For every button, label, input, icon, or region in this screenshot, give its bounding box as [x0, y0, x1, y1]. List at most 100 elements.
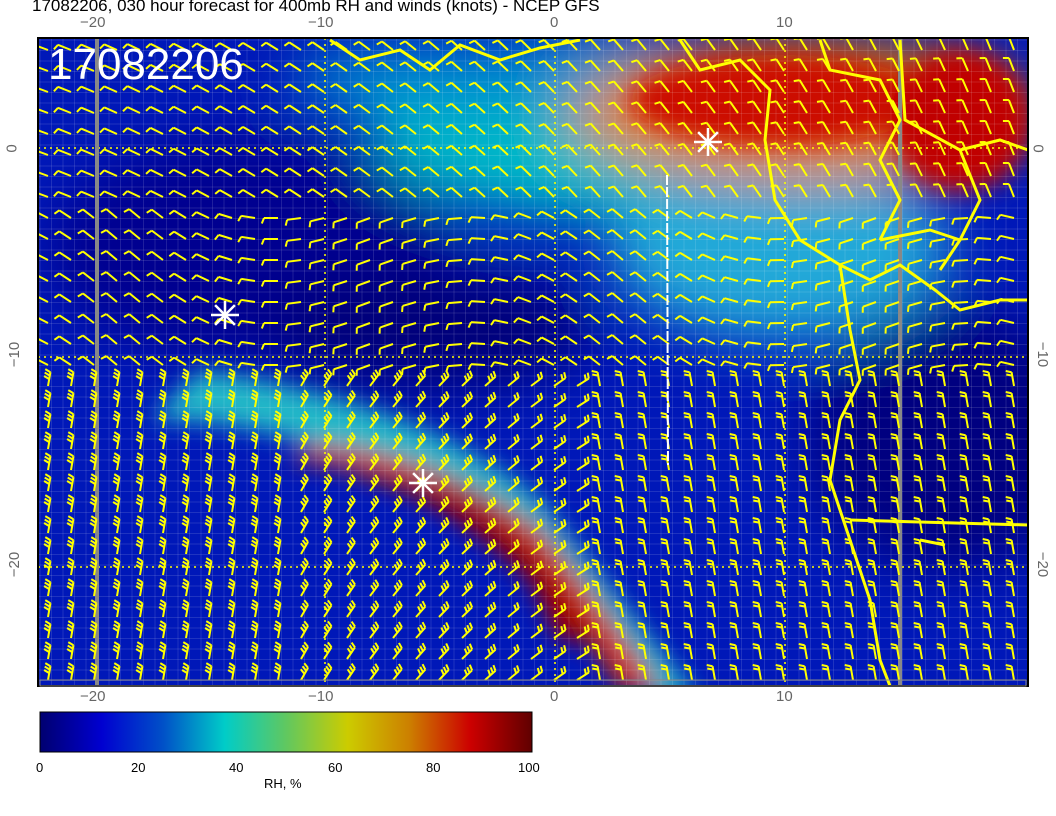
wind-barb: [146, 229, 164, 240]
barb-feather: [730, 436, 737, 440]
wind-barb: [956, 99, 969, 114]
wind-barb: [422, 103, 440, 114]
barb-staff: [241, 214, 256, 219]
barb-feather: [250, 543, 257, 548]
barb-feather: [299, 647, 306, 654]
wind-barb: [637, 643, 647, 660]
wind-barb: [401, 238, 417, 250]
wind-barb: [959, 580, 969, 597]
barb-feather: [513, 296, 519, 303]
barb-feather: [654, 101, 661, 105]
barb-feather: [468, 454, 474, 461]
wind-barb: [821, 433, 831, 450]
barb-feather: [513, 457, 518, 464]
barb-feather: [583, 416, 587, 423]
wind-barb: [840, 57, 854, 72]
barb-feather: [661, 541, 668, 545]
barb-staff: [938, 38, 946, 51]
barb-feather: [66, 585, 73, 590]
barb-feather: [191, 337, 198, 343]
barb-feather: [844, 433, 851, 437]
barb-feather: [67, 665, 74, 671]
wind-barb: [468, 81, 486, 93]
wind-barb: [181, 599, 190, 618]
barb-staff: [553, 629, 567, 639]
barb-staff: [885, 238, 900, 245]
barb-feather: [325, 602, 331, 609]
barb-feather: [237, 126, 244, 132]
wind-barb: [913, 433, 923, 450]
wind-barb: [135, 557, 144, 576]
barb-feather: [487, 375, 492, 382]
barb-feather: [563, 371, 567, 379]
barb-feather: [747, 121, 754, 125]
barb-staff: [185, 666, 190, 681]
wind-barb: [191, 84, 210, 93]
wind-barb: [323, 410, 333, 429]
barb-feather: [516, 644, 520, 651]
barb-staff: [918, 561, 923, 576]
barb-feather: [914, 436, 921, 440]
wind-barb: [933, 57, 946, 72]
barb-feather: [982, 517, 989, 521]
barb-staff: [872, 372, 877, 387]
wind-barb: [399, 124, 417, 135]
wind-barb: [237, 235, 256, 243]
barb-feather: [67, 602, 74, 608]
barb-feather: [560, 394, 564, 402]
barb-feather: [891, 583, 898, 587]
barb-feather: [421, 579, 427, 586]
barb-staff: [196, 105, 210, 114]
barb-feather: [168, 147, 175, 154]
wind-barb: [376, 61, 394, 72]
wind-barb: [821, 496, 831, 513]
barb-feather: [614, 580, 621, 584]
barb-feather: [421, 600, 427, 607]
wind-barb: [752, 517, 762, 534]
barb-feather: [563, 455, 567, 463]
barb-feather: [776, 625, 783, 629]
barb-staff: [1010, 414, 1015, 429]
barb-feather: [890, 412, 897, 416]
barb-feather: [591, 496, 598, 500]
wind-barb: [260, 188, 279, 198]
barb-feather: [614, 622, 621, 626]
barb-feather: [325, 518, 331, 525]
barb-feather: [445, 123, 452, 129]
barb-feather: [237, 299, 243, 306]
barb-feather: [283, 62, 290, 68]
barb-feather: [490, 277, 496, 284]
wind-barb: [884, 280, 900, 292]
wind-barb: [790, 322, 808, 332]
barb-feather: [90, 539, 97, 545]
wind-barb: [415, 369, 427, 387]
wind-barb: [844, 370, 854, 387]
barb-feather: [490, 319, 496, 326]
barb-staff: [724, 255, 739, 261]
barb-staff: [105, 271, 118, 282]
barb-feather: [146, 334, 153, 340]
barb-feather: [973, 342, 978, 349]
wind-barb: [43, 494, 52, 513]
wind-barb: [378, 217, 394, 229]
barb-feather: [951, 218, 955, 225]
barb-feather: [996, 277, 1002, 284]
barb-feather: [273, 564, 280, 569]
barb-feather: [936, 517, 943, 521]
barb-feather: [273, 606, 280, 611]
barb-feather: [43, 438, 50, 443]
wind-barb: [559, 209, 578, 219]
wind-barb: [951, 280, 969, 288]
barb-feather: [960, 373, 967, 377]
barb-feather: [159, 389, 166, 395]
wind-barb: [461, 370, 474, 387]
barb-staff: [849, 372, 854, 387]
wind-barb: [237, 167, 256, 177]
barb-feather: [707, 562, 714, 566]
barb-staff: [964, 519, 969, 534]
barb-feather: [182, 581, 189, 587]
barb-staff: [701, 358, 716, 366]
barb-feather: [191, 316, 198, 322]
barb-feather: [417, 647, 422, 655]
barb-feather: [960, 562, 967, 566]
